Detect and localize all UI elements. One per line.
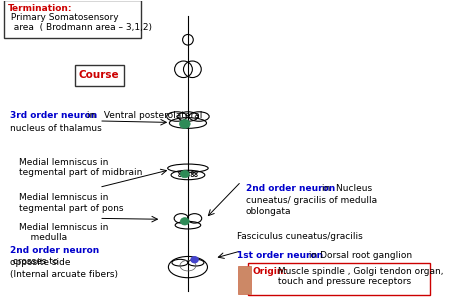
- Text: in  Nucleus: in Nucleus: [319, 184, 372, 193]
- FancyBboxPatch shape: [75, 65, 124, 86]
- Text: Origin:: Origin:: [252, 267, 287, 276]
- Text: in   Ventral posterolateral: in Ventral posterolateral: [83, 111, 202, 119]
- Text: oblongata: oblongata: [246, 207, 291, 216]
- Ellipse shape: [181, 170, 189, 178]
- Text: Primary Somatosensory
  area  ( Brodmann area – 3,1,2): Primary Somatosensory area ( Brodmann ar…: [8, 13, 152, 32]
- Ellipse shape: [180, 119, 190, 128]
- FancyBboxPatch shape: [238, 266, 251, 294]
- Ellipse shape: [181, 218, 188, 224]
- Text: (Internal arcuate fibers): (Internal arcuate fibers): [10, 270, 118, 279]
- Text: opposite side: opposite side: [10, 258, 71, 267]
- Text: 2nd order neuron: 2nd order neuron: [246, 184, 335, 193]
- Ellipse shape: [181, 218, 189, 225]
- Text: 2nd order neuron: 2nd order neuron: [10, 246, 100, 255]
- Text: Fasciculus cuneatus/gracilis: Fasciculus cuneatus/gracilis: [237, 232, 363, 241]
- Text: 1st order neuron: 1st order neuron: [237, 251, 323, 260]
- Text: Medial lemniscus in
    medulla: Medial lemniscus in medulla: [19, 223, 109, 242]
- Text: Course: Course: [79, 70, 119, 80]
- Text: Termination:: Termination:: [8, 4, 73, 13]
- Ellipse shape: [191, 257, 198, 263]
- Text: 3rd order neuron: 3rd order neuron: [10, 111, 98, 119]
- FancyBboxPatch shape: [248, 263, 430, 295]
- FancyBboxPatch shape: [4, 0, 141, 38]
- Text: crosses to: crosses to: [10, 257, 59, 266]
- Text: Muscle spindle , Golgi tendon organ,
 touch and pressure receptors: Muscle spindle , Golgi tendon organ, tou…: [274, 267, 443, 286]
- Text: nucleus of thalamus: nucleus of thalamus: [10, 124, 102, 133]
- Text: cuneatus/ gracilis of medulla: cuneatus/ gracilis of medulla: [246, 196, 377, 205]
- Text: in Dorsal root ganglion: in Dorsal root ganglion: [306, 251, 412, 260]
- Text: Medial lemniscus in
tegmental part of pons: Medial lemniscus in tegmental part of po…: [19, 193, 124, 213]
- Text: Medial lemniscus in
tegmental part of midbrain: Medial lemniscus in tegmental part of mi…: [19, 158, 143, 177]
